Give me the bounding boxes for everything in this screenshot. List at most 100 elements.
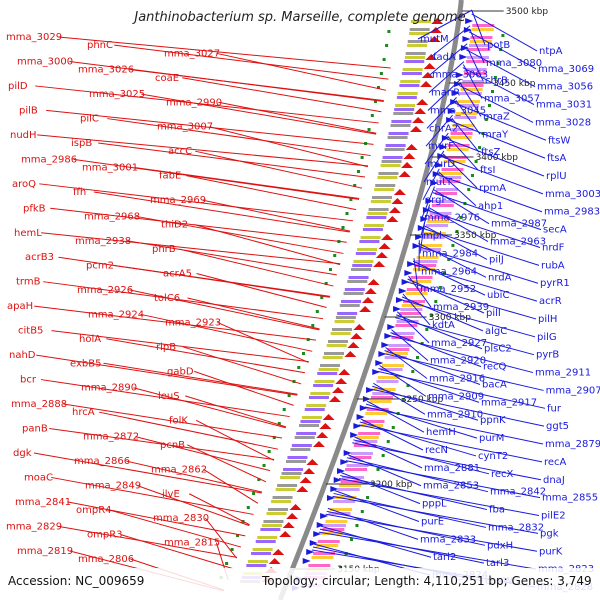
cog-bar (375, 184, 395, 187)
cog-bar (400, 308, 422, 311)
cog-bar (335, 320, 355, 323)
right-gene-label: nrdF (542, 242, 565, 253)
cog-bar (333, 500, 355, 503)
left-gene-label: hemL (14, 228, 42, 239)
forward-gene-arrow (269, 558, 281, 564)
cog-bar (341, 300, 361, 303)
right-gene-label: potB (487, 40, 510, 51)
tick-mark (361, 156, 364, 159)
forward-gene-arrow (420, 81, 432, 87)
right-gene-label: mma_2911 (535, 368, 591, 379)
reverse-gene-arrow (334, 477, 342, 483)
tick-mark (263, 464, 266, 467)
left-gene-label: fabE (159, 171, 181, 182)
forward-gene-arrow (389, 207, 401, 213)
right-gene-label: mma_2855 (542, 493, 598, 504)
tick-mark (311, 324, 314, 327)
forward-gene-arrow (319, 423, 331, 429)
right-gene-label: secA (543, 225, 567, 236)
right-gene-label: mma_2983 (544, 207, 600, 218)
right-gene-label: rplU (546, 171, 567, 182)
cog-bar (458, 100, 480, 103)
tick-mark (268, 450, 271, 453)
left-gene-label: mma_2986 (21, 154, 77, 165)
cog-bar (388, 136, 408, 139)
cog-bar (287, 456, 307, 459)
tick-mark (385, 44, 388, 47)
forward-gene-arrow (303, 468, 315, 474)
tick-mark (368, 128, 371, 131)
right-gene-label: mma_3003 (545, 189, 600, 200)
tick-mark (283, 408, 286, 411)
left-gene-label: pilD (8, 81, 28, 92)
left-gene-label: ompR3 (87, 530, 123, 541)
cog-bar (367, 212, 387, 215)
left-gene-label: accC (168, 146, 192, 157)
cog-bar (345, 468, 367, 471)
left-gene-label: trmB (16, 277, 41, 288)
right-gene-label: pilH (538, 314, 557, 325)
forward-gene-arrow (353, 324, 365, 330)
right-gene-label: ftsA (547, 153, 566, 164)
forward-gene-arrow (286, 513, 298, 519)
tick-mark (387, 30, 390, 33)
cog-bar (300, 420, 320, 423)
left-gene-label: mma_2841 (15, 497, 71, 508)
forward-gene-arrow (410, 126, 422, 132)
reverse-gene-arrow (357, 414, 365, 420)
left-gene-label: mma_2926 (77, 285, 133, 296)
right-gene-label: mma_3063 (432, 70, 488, 81)
left-gene-label: mma_2888 (11, 399, 67, 410)
cog-bar (338, 488, 360, 491)
right-gene-label: mma_2964 (421, 266, 477, 277)
left-gene-label: mma_2829 (6, 521, 62, 532)
cog-bar (394, 108, 414, 111)
cog-bar (359, 240, 379, 243)
forward-gene-arrow (283, 522, 295, 528)
right-gene-label: acrR (539, 296, 562, 307)
right-gene-label: mma_2907 (546, 385, 600, 396)
cog-bar (390, 124, 410, 127)
tick-mark (383, 58, 386, 61)
cog-bar (332, 328, 352, 331)
cog-bar (391, 120, 411, 123)
left-gene-label: pfkB (23, 203, 46, 214)
forward-gene-arrow (306, 459, 318, 465)
cog-bar (371, 200, 391, 203)
left-gene-label: aroQ (12, 179, 36, 190)
left-gene-label: hrcA (72, 407, 95, 418)
right-gene-label: kdtA (432, 320, 455, 331)
cog-bar (389, 344, 411, 347)
right-gene-label: rpmA (479, 183, 506, 194)
tick-mark (382, 454, 385, 457)
cog-bar (347, 280, 367, 283)
tick-mark (361, 510, 364, 513)
right-gene-label: algC (485, 326, 507, 337)
right-leader-line (353, 440, 489, 474)
cog-bar (292, 444, 312, 447)
left-gene-label: acrA5 (163, 269, 192, 280)
right-gene-label: mma_3056 (537, 82, 593, 93)
right-gene-label: mma_2987 (491, 219, 547, 230)
left-gene-label: nudH (10, 130, 37, 141)
left-leader-line (216, 53, 386, 90)
tick-mark (302, 352, 305, 355)
genome-summary: Topology: circular; Length: 4,110,251 bp… (262, 574, 592, 588)
cog-bar (402, 72, 422, 75)
left-gene-label: pcnB (160, 440, 185, 451)
forward-gene-arrow (381, 234, 393, 240)
forward-gene-arrow (359, 306, 371, 312)
left-gene-label: moaC (24, 472, 53, 483)
forward-gene-arrow (391, 198, 403, 204)
cog-bar (327, 344, 347, 347)
right-leader-line (367, 401, 424, 432)
forward-gene-arrow (300, 477, 312, 483)
left-gene-label: leuS (158, 391, 180, 402)
reverse-gene-arrow (393, 306, 401, 312)
cog-bar (325, 520, 347, 523)
cog-bar (403, 68, 423, 71)
left-gene-label: mma_2830 (153, 513, 209, 524)
right-gene-label: pilE2 (541, 511, 566, 522)
right-gene-label: pilI (486, 308, 501, 319)
